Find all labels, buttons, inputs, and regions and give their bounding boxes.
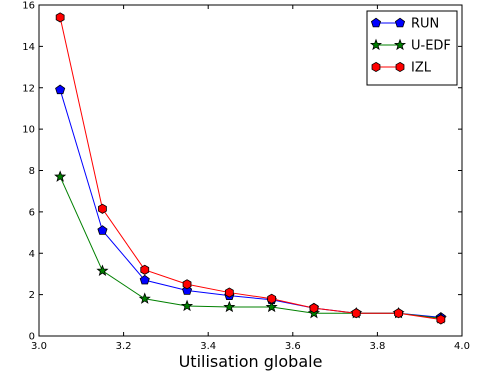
data-point [55,84,66,95]
data-point [138,292,151,304]
legend-marker [371,61,381,73]
legend: RUN U-EDF IZL [366,10,458,86]
series-layer [54,12,447,325]
data-point [98,203,107,214]
data-point [55,12,65,23]
data-point [97,225,108,235]
data-point [394,308,403,319]
data-point [265,300,278,313]
series-2 [55,12,446,325]
y-tick-label: 14 [22,42,35,53]
data-point [224,287,234,298]
legend-marker [394,17,406,28]
data-point [182,279,192,290]
series-0 [55,84,446,322]
x-tick-label: 3.6 [285,341,301,352]
legend-label: RUN [411,17,439,32]
x-tick-label: 3.4 [200,341,216,352]
y-tick-label: 10 [22,125,35,136]
data-point [267,293,277,304]
x-tick-label: 3.0 [31,341,47,352]
series-line [59,17,441,320]
x-tick-label: 3.8 [369,341,385,352]
series-line [59,89,441,318]
data-point [351,308,361,319]
data-point [436,314,446,325]
data-point [96,264,109,276]
data-point [223,300,236,313]
x-tick-label: 3.2 [116,341,132,352]
axis-ticks: 3.0 3.2 3.4 3.6 3.8 4.0 0 2 4 6 8 10 12 14 16 [22,1,470,353]
x-axis-label: Utilisation globale [179,352,323,371]
legend-label: U-EDF [411,39,451,54]
data-point [140,264,150,275]
legend-marker [370,17,382,28]
y-tick-label: 6 [29,207,35,218]
legend-marker [395,61,405,73]
y-tick-label: 8 [29,166,35,177]
legend-marker [393,38,407,51]
x-tick-label: 4.0 [454,341,470,352]
data-point [54,170,67,182]
data-point [181,299,194,312]
y-tick-label: 12 [22,83,35,94]
legend-label: IZL [411,61,432,76]
y-tick-label: 4 [29,249,35,260]
y-tick-label: 0 [29,332,35,343]
y-tick-label: 2 [29,290,35,301]
data-point [139,274,150,285]
data-point [309,303,319,314]
series-1 [54,170,447,324]
y-tick-label: 16 [22,1,35,12]
legend-marker [369,38,383,51]
